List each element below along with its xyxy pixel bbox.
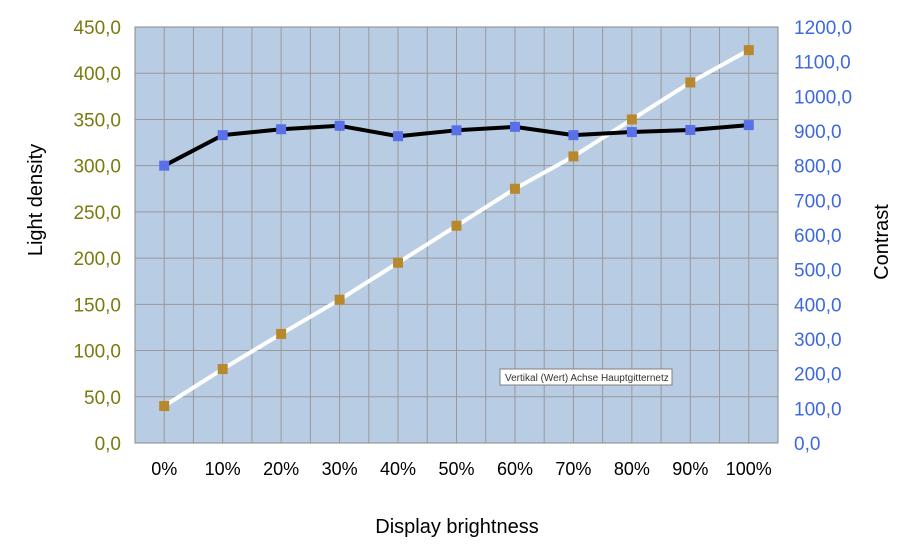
left-tick-label: 450,0 (73, 18, 121, 39)
gridlines (134, 26, 779, 444)
right-tick-label: 1200,0 (794, 18, 852, 39)
series-point-left (334, 294, 345, 305)
tooltip-text: Vertikal (Wert) Achse Hauptgitternetz (505, 373, 669, 384)
x-tick-label: 10% (205, 459, 241, 479)
series-point-right (685, 124, 696, 135)
series-point-right (509, 121, 520, 132)
x-axis-title: Display brightness (375, 516, 538, 538)
series-point-left (451, 220, 462, 231)
x-tick-label: 80% (614, 459, 650, 479)
left-tick-label: 0,0 (95, 434, 121, 455)
series-point-right (217, 130, 228, 141)
x-tick-label: 90% (672, 459, 708, 479)
series-point-left (276, 328, 287, 339)
x-axis-ticks: 0% 10% 20% 30% 40% 50% 60% 70% 80% 90% 100% (151, 459, 772, 479)
series-point-left (159, 401, 170, 412)
left-tick-label: 400,0 (73, 64, 121, 85)
series-point-right (568, 130, 579, 141)
x-tick-label: 70% (555, 459, 591, 479)
x-tick-label: 0% (151, 459, 177, 479)
left-tick-label: 200,0 (73, 249, 121, 270)
left-axis-title: Light density (25, 144, 47, 256)
series-point-left (685, 77, 696, 88)
series-point-right (393, 131, 404, 142)
right-tick-label: 800,0 (794, 157, 842, 178)
plot-border (134, 26, 779, 444)
x-tick-label: 60% (497, 459, 533, 479)
x-tick-label: 100% (726, 459, 772, 479)
right-tick-label: 1000,0 (794, 87, 852, 108)
series-point-left (393, 257, 404, 268)
right-tick-label: 300,0 (794, 330, 842, 351)
tooltip: Vertikal (Wert) Achse Hauptgitternetz (499, 368, 673, 386)
left-tick-label: 100,0 (73, 342, 121, 363)
right-tick-label: 0,0 (794, 434, 820, 455)
series-point-left (626, 114, 637, 125)
series-point-right (159, 160, 170, 171)
right-tick-label: 400,0 (794, 295, 842, 316)
series-point-left (509, 183, 520, 194)
series-point-right (451, 125, 462, 136)
series-point-left (568, 151, 579, 162)
series (159, 45, 754, 412)
series-point-right (276, 124, 287, 135)
x-tick-label: 30% (322, 459, 358, 479)
x-tick-label: 20% (263, 459, 299, 479)
right-tick-label: 1100,0 (794, 53, 851, 74)
left-tick-label: 50,0 (84, 388, 121, 409)
left-tick-label: 350,0 (73, 110, 121, 131)
right-tick-label: 600,0 (794, 226, 842, 247)
left-tick-label: 300,0 (73, 157, 121, 178)
right-axis-title: Contrast (871, 204, 893, 280)
series-point-right (334, 120, 345, 131)
right-tick-label: 500,0 (794, 261, 842, 282)
left-tick-label: 150,0 (73, 295, 121, 316)
left-tick-label: 250,0 (73, 203, 121, 224)
x-tick-label: 40% (380, 459, 416, 479)
left-axis-ticks: 0,0 50,0 100,0 150,0 200,0 250,0 300,0 350,0 400… (73, 18, 121, 455)
right-tick-label: 700,0 (794, 191, 842, 212)
right-tick-label: 900,0 (794, 122, 842, 143)
series-point-left (217, 364, 228, 375)
right-axis-ticks: 0,0 100,0 200,0 300,0 400,0 500,0 600,0 700,0 80… (794, 18, 852, 455)
right-tick-label: 100,0 (794, 399, 842, 420)
x-tick-label: 50% (438, 459, 474, 479)
series-point-right (626, 127, 637, 138)
series-point-right (743, 120, 754, 131)
right-tick-label: 200,0 (794, 365, 842, 386)
series-point-left (743, 45, 754, 56)
